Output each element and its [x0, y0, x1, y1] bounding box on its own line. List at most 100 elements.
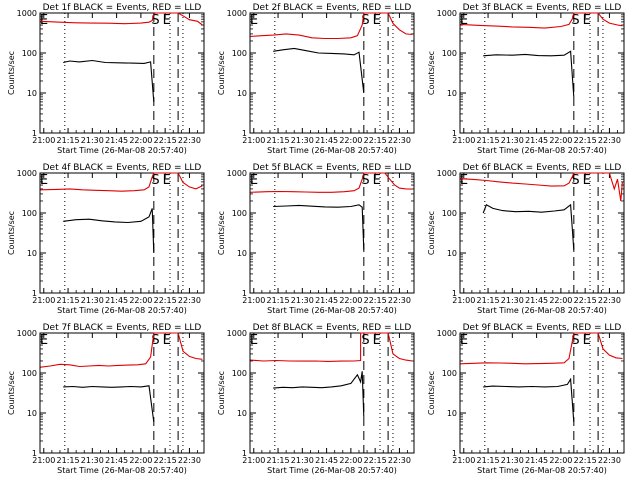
panel-title: Det 3f BLACK = Events, RED = LLD	[463, 3, 622, 13]
plot-frame	[39, 172, 205, 294]
y-tick-label: 100	[442, 49, 457, 58]
lld-series-line	[40, 12, 203, 26]
x-tick-label: 21:15	[477, 296, 500, 305]
x-tick-label: 22:15	[574, 456, 597, 465]
events-series-line	[63, 59, 155, 102]
x-axis-label: Start Time (26-Mar-08 20:57:40)	[477, 466, 607, 475]
x-tick-label: 21:30	[81, 456, 104, 465]
x-tick-label: 21:00	[242, 136, 265, 145]
y-axis-label: Counts/sec	[7, 51, 16, 95]
x-axis-label: Start Time (26-Mar-08 20:57:40)	[57, 466, 187, 475]
x-tick-label: 21:00	[32, 456, 55, 465]
edge-marker-label: E	[250, 13, 258, 28]
x-tick-label: 21:45	[525, 296, 548, 305]
end-marker-label: E	[163, 333, 171, 348]
y-axis-label: Counts/sec	[427, 211, 436, 255]
y-tick-label: 100	[232, 369, 247, 378]
start-marker-label: S	[361, 173, 369, 188]
y-axis-label: Counts/sec	[217, 371, 226, 415]
y-tick-label: 1	[32, 289, 37, 298]
edge-marker-label: E	[40, 173, 48, 188]
events-series-line	[273, 204, 365, 250]
start-marker-label: S	[361, 333, 369, 348]
edge-marker-label: E	[250, 333, 258, 348]
start-marker-label: S	[361, 13, 369, 28]
x-tick-label: 21:45	[315, 456, 338, 465]
y-tick-label: 1	[452, 289, 457, 298]
y-tick-label: 1	[452, 129, 457, 138]
x-tick-label: 22:00	[129, 136, 152, 145]
x-tick-label: 21:15	[477, 136, 500, 145]
y-axis-label: Counts/sec	[217, 211, 226, 255]
x-tick-label: 21:30	[501, 136, 524, 145]
x-axis-label: Start Time (26-Mar-08 20:57:40)	[477, 306, 607, 315]
x-tick-label: 22:30	[388, 136, 411, 145]
x-tick-label: 22:30	[598, 296, 621, 305]
y-tick-label: 100	[232, 49, 247, 58]
x-tick-label: 21:15	[267, 136, 290, 145]
x-tick-label: 21:15	[57, 456, 80, 465]
lld-series-line	[460, 12, 623, 29]
y-tick-label: 10	[237, 89, 247, 98]
x-tick-label: 22:30	[388, 456, 411, 465]
plot-frame	[459, 332, 625, 454]
x-tick-label: 21:00	[242, 456, 265, 465]
lld-series-line	[40, 172, 203, 192]
x-tick-label: 21:00	[32, 296, 55, 305]
plot-frame	[249, 332, 415, 454]
y-tick-label: 1	[242, 449, 247, 458]
lld-series-line	[460, 172, 623, 202]
lld-series-line	[460, 332, 623, 365]
x-tick-label: 21:30	[81, 136, 104, 145]
plot-frame	[249, 12, 415, 134]
x-tick-label: 22:00	[549, 456, 572, 465]
events-series-line	[63, 385, 155, 422]
plot-frame	[249, 172, 415, 294]
end-marker-label: E	[583, 173, 591, 188]
y-tick-label: 100	[442, 369, 457, 378]
y-tick-label: 1000	[17, 329, 37, 338]
x-tick-label: 21:45	[105, 456, 128, 465]
x-tick-label: 22:00	[549, 136, 572, 145]
events-series-line	[482, 203, 575, 250]
panel-title: Det 2f BLACK = Events, RED = LLD	[253, 3, 412, 13]
start-marker-label: S	[151, 173, 159, 188]
y-tick-label: 1000	[227, 329, 247, 338]
y-tick-label: 1000	[227, 169, 247, 178]
detector-panel-5: Det 5f BLACK = Events, RED = LLD 1 10 100 10…	[217, 163, 415, 315]
y-tick-label: 100	[442, 209, 457, 218]
events-series-line	[63, 208, 155, 254]
x-tick-label: 21:45	[525, 456, 548, 465]
plot-frame	[459, 172, 625, 294]
x-axis-label: Start Time (26-Mar-08 20:57:40)	[267, 146, 397, 155]
y-tick-label: 100	[232, 209, 247, 218]
y-tick-label: 1000	[17, 169, 37, 178]
y-tick-label: 1	[32, 129, 37, 138]
x-tick-label: 21:45	[315, 136, 338, 145]
x-tick-label: 21:00	[452, 296, 475, 305]
x-tick-label: 21:30	[81, 296, 104, 305]
events-series-line	[273, 47, 365, 94]
x-tick-label: 22:15	[574, 296, 597, 305]
x-axis-label: Start Time (26-Mar-08 20:57:40)	[477, 146, 607, 155]
x-tick-label: 21:45	[105, 296, 128, 305]
edge-marker-label: E	[460, 173, 468, 188]
detector-panel-9: Det 9f BLACK = Events, RED = LLD 1 10 100 10…	[427, 323, 625, 475]
y-tick-label: 10	[447, 249, 457, 258]
detector-panel-1: Det 1f BLACK = Events, RED = LLD 1 10 100 10…	[7, 3, 205, 155]
x-tick-label: 21:30	[291, 296, 314, 305]
start-marker-label: S	[151, 333, 159, 348]
x-tick-label: 22:15	[154, 296, 177, 305]
x-tick-label: 22:15	[364, 136, 387, 145]
plot-frame	[39, 332, 205, 454]
panel-title: Det 8f BLACK = Events, RED = LLD	[253, 323, 412, 333]
x-tick-label: 21:45	[315, 296, 338, 305]
edge-marker-label: E	[460, 13, 468, 28]
end-marker-label: E	[163, 173, 171, 188]
x-tick-label: 21:00	[452, 456, 475, 465]
x-tick-label: 21:00	[32, 136, 55, 145]
panel-title: Det 9f BLACK = Events, RED = LLD	[463, 323, 622, 333]
start-marker-label: S	[571, 173, 579, 188]
end-marker-label: E	[373, 173, 381, 188]
x-tick-label: 22:00	[129, 296, 152, 305]
